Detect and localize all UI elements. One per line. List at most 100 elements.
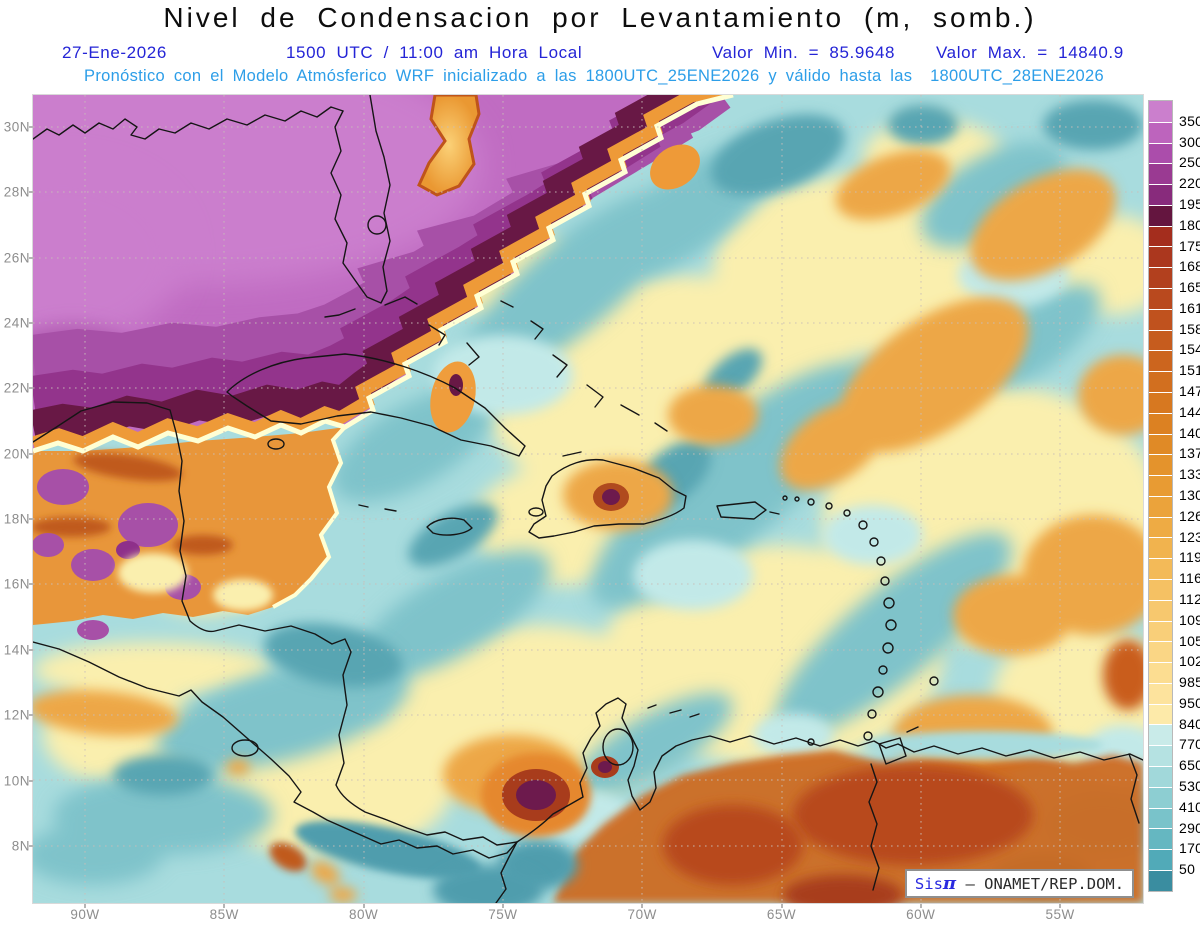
colorbar-tick-label: 770 xyxy=(1179,736,1200,753)
colorbar-segment xyxy=(1149,142,1172,164)
lat-tick xyxy=(29,256,33,259)
colorbar-tick-label: 1685 xyxy=(1179,258,1200,275)
colorbar-segment xyxy=(1149,412,1172,434)
colorbar-segment xyxy=(1149,662,1172,683)
forecast-model-line: Pronóstico con el Modelo Atmósferico WRF… xyxy=(84,67,1104,85)
lat-tick xyxy=(29,452,33,455)
lon-tick-label: 85W xyxy=(209,907,239,922)
colorbar-tick-label: 1195 xyxy=(1179,549,1200,566)
lon-tick-label: 55W xyxy=(1045,907,1075,922)
colorbar-tick-label: 1300 xyxy=(1179,486,1200,503)
lon-tick xyxy=(780,904,783,908)
colorbar-segment xyxy=(1149,620,1172,642)
lat-tick xyxy=(29,322,33,325)
lake-nicaragua xyxy=(231,739,259,757)
colorbar-segment xyxy=(1149,101,1172,122)
extreme-lcl-spots xyxy=(481,483,629,837)
colorbar-tick-label: 985 xyxy=(1179,674,1200,691)
hispaniola-coast xyxy=(528,458,687,539)
purple-airmass-region xyxy=(0,45,734,454)
colorbar-segment xyxy=(1149,745,1172,766)
watermark-brand: Sis xyxy=(914,874,943,893)
colorbar-segment xyxy=(1149,807,1172,829)
lat-tick-label: 20N xyxy=(3,446,30,462)
lat-tick xyxy=(29,387,33,390)
value-min-label: Valor Min. = 85.9648 xyxy=(712,43,896,62)
lon-tick xyxy=(362,904,365,908)
lon-tick-label: 80W xyxy=(348,907,379,922)
colorbar-segment xyxy=(1149,641,1172,663)
colorbar-segment xyxy=(1149,537,1172,559)
colorbar-segment xyxy=(1149,371,1172,392)
central-america-pacific-coast xyxy=(32,641,518,859)
panama-colombia-low-lcl-band xyxy=(269,820,578,915)
colorbar-segment xyxy=(1149,454,1172,476)
lon-tick-label: 90W xyxy=(70,907,100,922)
colorbar-segment xyxy=(1149,828,1172,850)
lat-tick-label: 24N xyxy=(3,315,30,331)
lon-tick-label: 65W xyxy=(766,907,797,922)
colorbar-tick-label: 1950 xyxy=(1179,195,1200,212)
colorbar-tick-label: 170 xyxy=(1179,840,1200,857)
colorbar-segment xyxy=(1149,391,1172,413)
colorbar-segment xyxy=(1149,163,1172,185)
colorbar-segment xyxy=(1149,578,1172,600)
colorbar-tick-label: 950 xyxy=(1179,694,1200,711)
colorbar-tick-label: 1160 xyxy=(1179,570,1200,587)
lat-tick-label: 16N xyxy=(3,576,30,592)
colorbar-strip xyxy=(1148,100,1173,892)
colorbar-tick-label: 650 xyxy=(1179,757,1200,774)
gulf-coast xyxy=(32,106,344,140)
colorbar-segment xyxy=(1149,558,1172,579)
colorbar-tick-label: 840 xyxy=(1179,715,1200,732)
colorbar-tick-label: 3500 xyxy=(1179,112,1200,129)
page-title: Nivel de Condensacion por Levantamiento … xyxy=(163,2,1037,33)
colorbar-segment xyxy=(1149,329,1172,351)
pi-icon: π xyxy=(942,873,957,894)
lat-tick xyxy=(29,518,33,521)
colorbar-segment xyxy=(1149,766,1172,787)
lat-tick xyxy=(29,126,33,128)
colorbar-tick-label: 410 xyxy=(1179,798,1200,815)
south-america-north-coast xyxy=(516,697,1144,843)
colorbar-segment xyxy=(1149,682,1172,704)
lat-tick xyxy=(29,191,33,194)
valid-time: 1500 UTC / 11:00 am Hora Local xyxy=(286,43,583,62)
colorbar-segment xyxy=(1149,225,1172,247)
lon-tick xyxy=(84,904,86,908)
watermark-separator: — xyxy=(965,874,985,893)
lake-okeechobee xyxy=(367,215,387,235)
colorbar-tick-label: 1370 xyxy=(1179,445,1200,462)
lon-tick-label: 75W xyxy=(488,907,518,922)
colorbar-segment xyxy=(1149,849,1172,870)
trinidad-coast xyxy=(878,737,907,765)
colorbar-tick-label: 1405 xyxy=(1179,424,1200,441)
venezuela-high-lcl-region xyxy=(553,640,1153,915)
colorbar-segment xyxy=(1149,516,1172,538)
lon-tick xyxy=(501,904,504,908)
colorbar-tick-label: 1580 xyxy=(1179,320,1200,337)
coastlines xyxy=(32,94,1144,904)
colorbar-segment xyxy=(1149,786,1172,808)
lcl-contour-map xyxy=(0,45,1173,915)
lon-tick xyxy=(223,904,226,908)
colorbar-tick-label: 1265 xyxy=(1179,507,1200,524)
colorbar-tick-label: 1545 xyxy=(1179,341,1200,358)
colorbar-tick-label: 1650 xyxy=(1179,279,1200,296)
florida-keys xyxy=(324,308,356,318)
lake-maracaibo xyxy=(602,728,634,766)
valid-date: 27-Ene-2026 xyxy=(62,43,167,62)
colorbar-segment xyxy=(1149,703,1172,725)
colorbar-segment xyxy=(1149,246,1172,268)
watermark-org: ONAMET/REP.DOM. xyxy=(984,874,1125,893)
colorbar-tick-label: 1615 xyxy=(1179,299,1200,316)
colorbar-tick-label: 50 xyxy=(1179,861,1196,878)
jamaica-coast xyxy=(426,517,473,536)
lat-tick-label: 26N xyxy=(3,250,30,266)
colorbar-tick-label: 1055 xyxy=(1179,632,1200,649)
colorbar-tick-label: 1335 xyxy=(1179,466,1200,483)
lon-tick-label: 60W xyxy=(906,907,936,922)
colorbar-segment xyxy=(1149,433,1172,455)
lat-tick-label: 12N xyxy=(3,707,30,723)
